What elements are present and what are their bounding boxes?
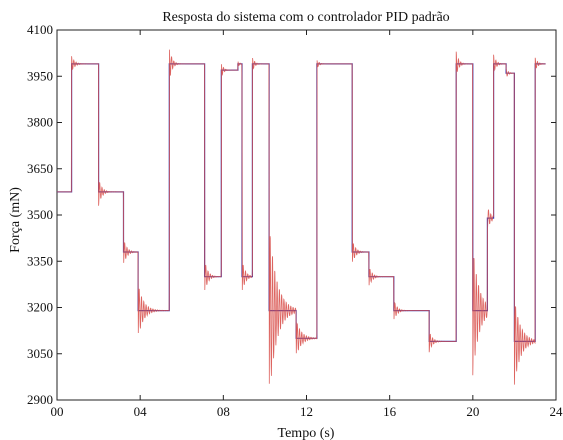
x-tick-label: 16 [383,404,397,419]
y-tick-label: 3200 [27,300,53,315]
x-tick-label: 08 [217,404,230,419]
response-series-line [57,49,546,385]
x-tick-label: 12 [300,404,313,419]
y-tick-label: 3650 [27,161,53,176]
x-tick-label: 24 [550,404,563,419]
y-tick-label: 4100 [27,22,53,37]
plot-frame [56,29,557,401]
y-tick-label: 3050 [27,346,53,361]
y-tick-label: 3950 [27,68,53,83]
x-tick-label: 00 [51,404,64,419]
y-axis: 2900 3050 3200 3350 3500 3650 3800 3950 4100 [27,22,556,407]
chart-title: Resposta do sistema com o controlador PI… [162,10,449,25]
y-tick-label: 2900 [27,392,53,407]
plot-area [56,29,557,401]
x-tick-label: 04 [134,404,148,419]
y-tick-label: 3350 [27,253,53,268]
y-axis-label: Força (mN) [8,187,23,253]
y-tick-label: 3800 [27,115,53,130]
x-tick-label: 20 [466,404,479,419]
x-axis-label: Tempo (s) [278,426,335,440]
x-axis: 00 04 08 12 16 20 24 [51,30,563,419]
y-tick-label: 3500 [27,207,53,222]
